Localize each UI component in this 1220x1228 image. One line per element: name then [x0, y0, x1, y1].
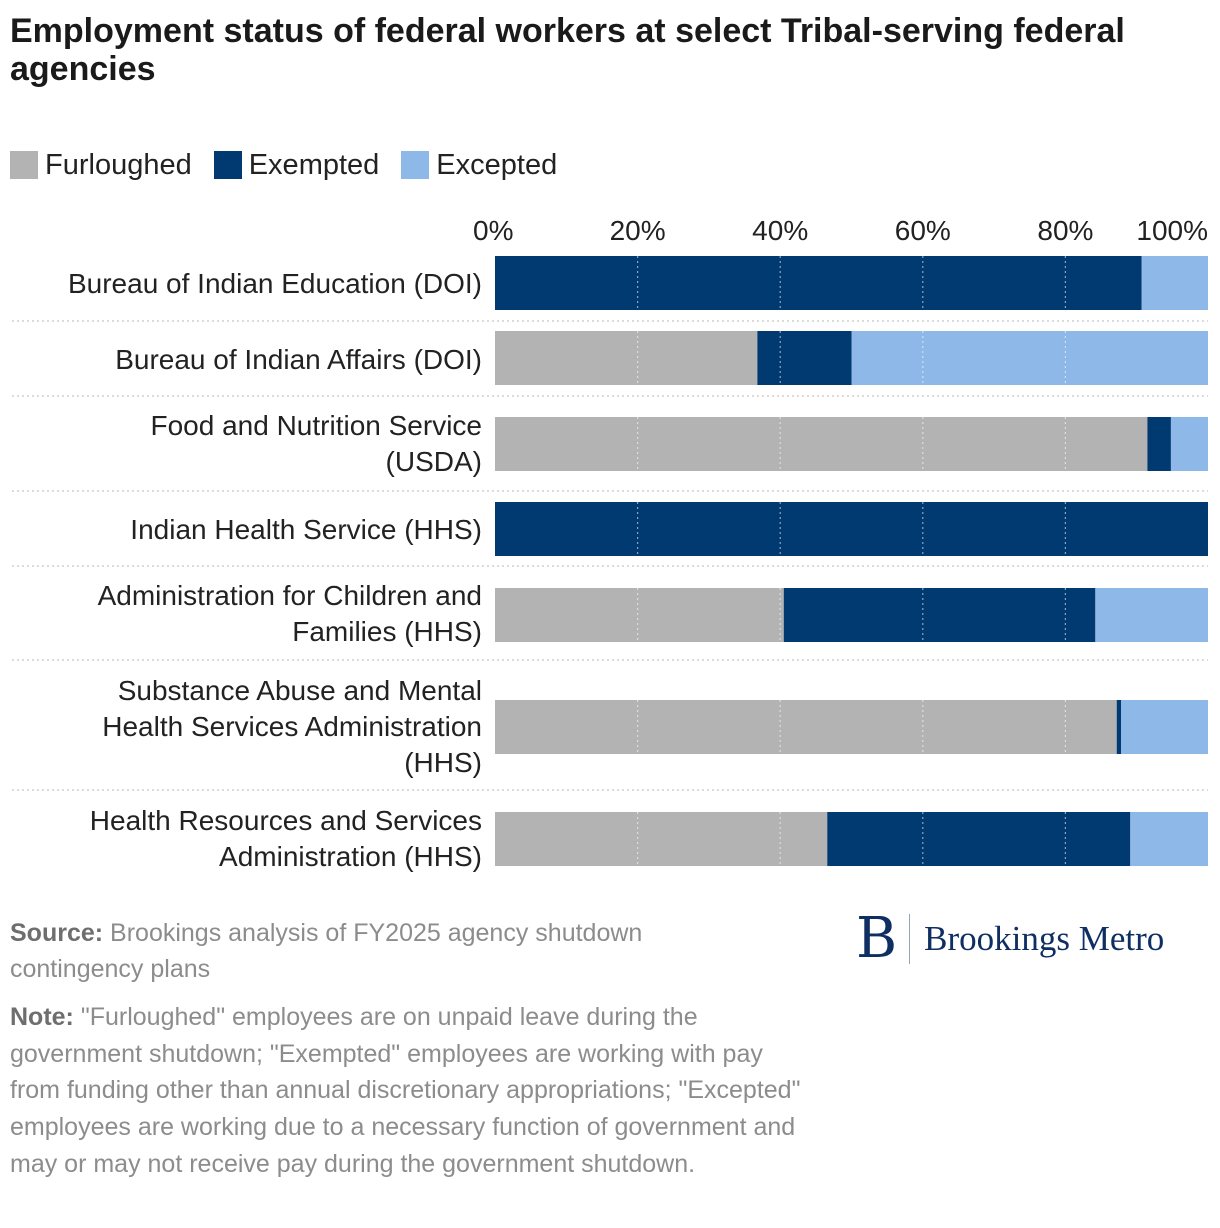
bar-exempted: [1116, 700, 1122, 754]
bar-exempted: [1147, 417, 1171, 471]
x-tick-label: 100%: [1136, 215, 1208, 246]
legend-swatch-furloughed: [10, 151, 38, 179]
category-label-line: Substance Abuse and Mental: [118, 675, 482, 706]
legend-swatch-excepted: [401, 151, 430, 179]
x-tick-label: 40%: [752, 215, 808, 246]
category-label-line: Administration for Children and: [98, 580, 482, 611]
category-label-line: Families (HHS): [292, 616, 482, 647]
source-text: Source: Brookings analysis of FY2025 age…: [10, 915, 770, 987]
bar-exempted: [783, 588, 1096, 642]
bar-furloughed: [495, 812, 828, 866]
logo-text: Brookings Metro: [924, 919, 1165, 958]
bar-excepted: [1141, 256, 1208, 310]
category-label: Bureau of Indian Affairs (DOI): [115, 344, 482, 375]
brookings-metro-logo: B Brookings Metro: [856, 908, 1164, 970]
legend-item-exempted: Exempted: [213, 148, 380, 182]
bar-furloughed: [495, 331, 758, 385]
category-label-line: Health Services Administration: [102, 711, 482, 742]
category-label-line: Indian Health Service (HHS): [130, 514, 482, 545]
bar-furloughed: [495, 417, 1148, 471]
logo-mark: B: [856, 906, 898, 971]
bar-excepted: [851, 331, 1208, 385]
category-label-line: (USDA): [386, 446, 482, 477]
chart-title: Employment status of federal workers at …: [10, 12, 1125, 88]
bar-excepted: [1121, 700, 1208, 754]
category-label: Substance Abuse and Mental Health Service…: [102, 675, 482, 778]
category-label-line: Food and Nutrition Service: [150, 410, 482, 441]
category-label: Indian Health Service (HHS): [130, 514, 482, 545]
category-label: Administration for Children and Families …: [98, 580, 482, 647]
x-tick-label: 0%: [473, 215, 513, 246]
legend-label-excepted: Excepted: [436, 148, 558, 181]
x-tick-label: 80%: [1037, 215, 1093, 246]
x-tick-label: 20%: [610, 215, 666, 246]
bar-exempted: [757, 331, 852, 385]
category-label: Bureau of Indian Education (DOI): [68, 268, 482, 299]
bar-furloughed: [495, 700, 1117, 754]
category-label-line: Bureau of Indian Education (DOI): [68, 268, 482, 299]
source-body: Brookings analysis of FY2025 agency shut…: [10, 919, 643, 983]
stacked-bar-chart: 0% 20% 40% 60% 80% 100% Bureau of Indian Educa…: [12, 215, 1208, 872]
category-label-line: Administration (HHS): [219, 841, 482, 872]
logo-divider: [909, 914, 911, 964]
bar-exempted: [495, 256, 1142, 310]
bar-excepted: [1095, 588, 1208, 642]
note-label: Note:: [10, 1003, 74, 1031]
category-label: Food and Nutrition Service (USDA): [150, 410, 482, 477]
source-label: Source:: [10, 919, 104, 947]
category-label: Health Resources and Services Administrat…: [90, 805, 482, 872]
category-label-line: Health Resources and Services: [90, 805, 482, 836]
x-tick-label: 60%: [895, 215, 951, 246]
bar-exempted: [827, 812, 1131, 866]
category-label-line: (HHS): [404, 747, 482, 778]
legend: Furloughed Exempted Excepted: [10, 148, 579, 182]
legend-label-exempted: Exempted: [248, 148, 380, 181]
legend-item-furloughed: Furloughed: [10, 149, 192, 182]
legend-swatch-exempted: [213, 151, 242, 179]
bar-excepted: [1170, 417, 1208, 471]
note-text: Note: "Furloughed" employees are on unpa…: [10, 999, 810, 1183]
note-body: "Furloughed" employees are on unpaid lea…: [10, 1003, 801, 1178]
category-label-line: Bureau of Indian Affairs (DOI): [115, 344, 482, 375]
bar-furloughed: [495, 588, 784, 642]
bar-excepted: [1130, 812, 1208, 866]
legend-item-excepted: Excepted: [401, 149, 557, 182]
bar-exempted: [495, 502, 1208, 556]
legend-label-furloughed: Furloughed: [45, 148, 192, 181]
